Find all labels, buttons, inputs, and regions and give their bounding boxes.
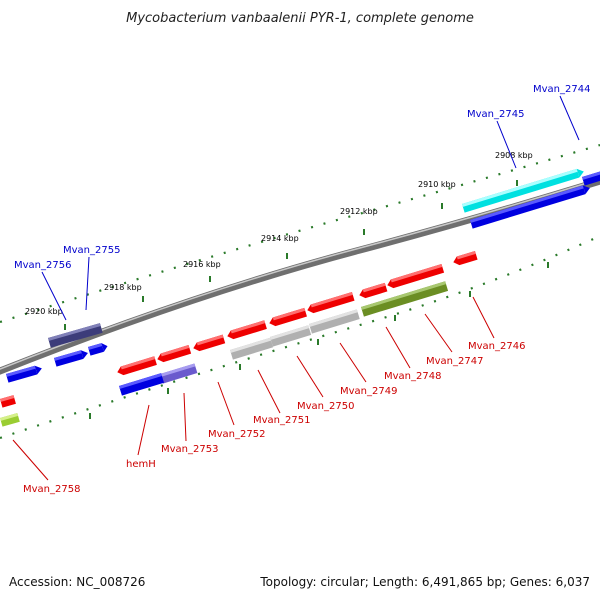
- label-mvan-2752: Mvan_2752: [208, 429, 265, 440]
- gene-olive-2747[interactable]: [361, 281, 449, 317]
- gene-mvan-2748[interactable]: [358, 282, 388, 300]
- gene-grey-2749[interactable]: [309, 309, 360, 334]
- ruler-label-2916: 2916 kbp: [183, 260, 221, 269]
- label-mvan-2755: Mvan_2755: [63, 245, 120, 256]
- gene-mvan-2745[interactable]: [462, 167, 585, 213]
- label-mvan-2756: Mvan_2756: [14, 260, 71, 271]
- label-hemh: hemH: [126, 459, 156, 470]
- accession-text: Accession: NC_008726: [9, 575, 145, 589]
- callouts-reverse: [12, 296, 495, 481]
- topology-text: Topology: circular; Length: 6,491,865 bp…: [259, 575, 590, 589]
- gene-mvan-2747[interactable]: [386, 264, 445, 290]
- gene-mvan-2755-small[interactable]: [88, 342, 109, 356]
- label-mvan-2745: Mvan_2745: [467, 109, 524, 120]
- ruler-label-2908: 2908 kbp: [495, 151, 533, 160]
- label-mvan-2749: Mvan_2749: [340, 386, 397, 397]
- label-mvan-2748: Mvan_2748: [384, 371, 441, 382]
- ruler-label-2912: 2912 kbp: [340, 207, 378, 216]
- label-mvan-2746: Mvan_2746: [468, 341, 525, 352]
- gene-mvan-2745-b[interactable]: [469, 184, 591, 229]
- genome-backbone-highlight: [0, 178, 600, 370]
- ruler-label-2918: 2918 kbp: [104, 283, 142, 292]
- callouts-forward: [41, 95, 580, 321]
- ruler-label-2920: 2920 kbp: [25, 307, 63, 316]
- gene-mvan-2752[interactable]: [192, 334, 226, 353]
- gene-mvan-2749[interactable]: [306, 291, 355, 315]
- gene-blue-hemh[interactable]: [119, 373, 165, 396]
- label-mvan-2753: Mvan_2753: [161, 444, 218, 455]
- ruler-upper: [0, 143, 600, 324]
- gene-mvan-2758-red[interactable]: [0, 395, 16, 408]
- label-mvan-2758: Mvan_2758: [23, 484, 80, 495]
- ruler-major-ticks-upper: [64, 180, 518, 330]
- ruler-major-ticks-lower: [89, 262, 549, 419]
- ruler-label-2910: 2910 kbp: [418, 180, 456, 189]
- label-mvan-2751: Mvan_2751: [253, 415, 310, 426]
- label-mvan-2747: Mvan_2747: [426, 356, 483, 367]
- gene-mvan-2751[interactable]: [226, 320, 267, 340]
- ruler-label-2914: 2914 kbp: [261, 234, 299, 243]
- gene-mvan-2755-arrow[interactable]: [54, 349, 89, 367]
- label-mvan-2750: Mvan_2750: [297, 401, 354, 412]
- gene-mvan-2744[interactable]: [582, 171, 600, 186]
- gene-mvan-2755[interactable]: [48, 323, 103, 348]
- map-title: Mycobacterium vanbaalenii PYR-1, complet…: [126, 11, 474, 26]
- gene-grey-2751[interactable]: [230, 337, 274, 360]
- label-mvan-2744: Mvan_2744: [533, 84, 590, 95]
- gene-mvan-2753[interactable]: [156, 345, 192, 364]
- gene-mvan-2746[interactable]: [452, 250, 478, 267]
- gene-hemh[interactable]: [116, 356, 157, 376]
- gene-mvan-2758[interactable]: [0, 413, 20, 427]
- gene-mvan-2756[interactable]: [6, 364, 43, 383]
- gene-mvan-2750[interactable]: [268, 307, 307, 328]
- gene-grey-2750[interactable]: [270, 325, 312, 347]
- gene-purple-2753[interactable]: [160, 363, 198, 384]
